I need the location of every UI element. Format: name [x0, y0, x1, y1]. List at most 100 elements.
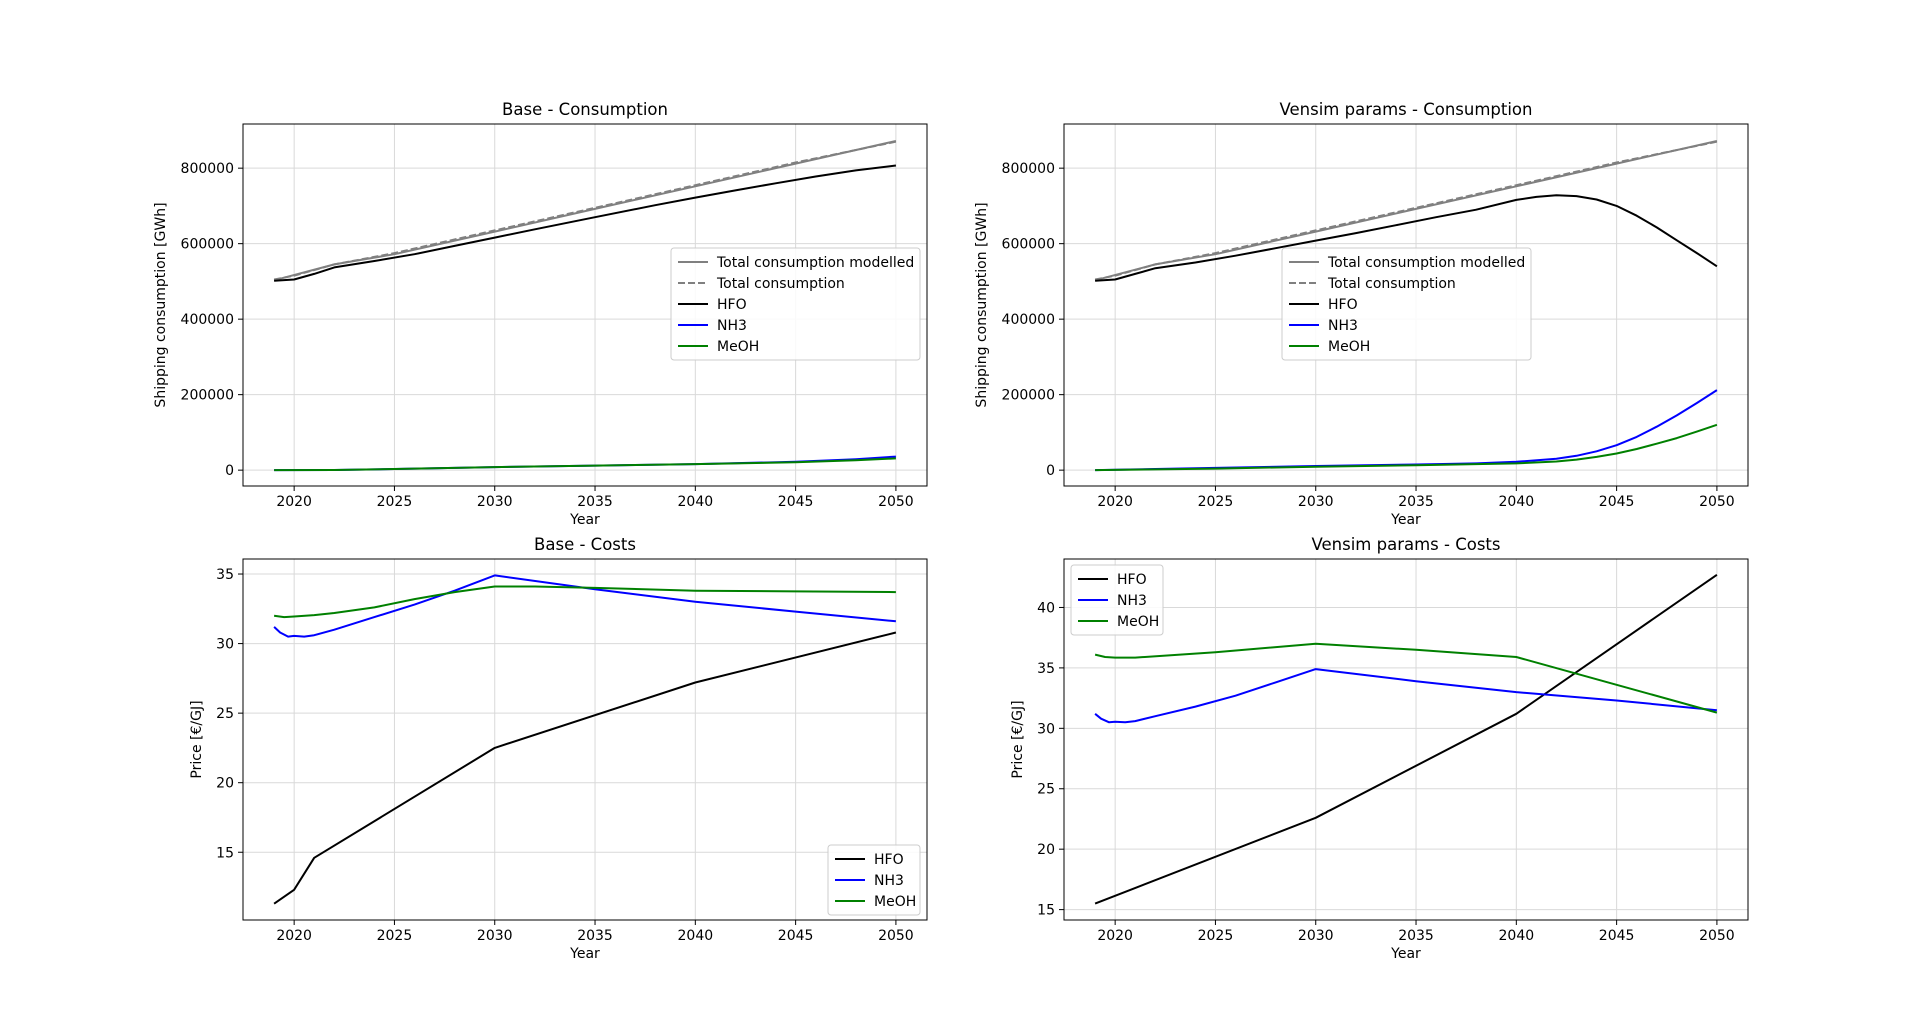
legend-label: Total consumption	[1327, 276, 1456, 292]
y-tick-label: 600000	[1002, 237, 1055, 253]
x-tick-label: 2045	[1599, 494, 1635, 510]
x-tick-label: 2020	[1097, 928, 1133, 944]
x-tick-label: 2050	[1699, 494, 1735, 510]
x-tick-label: 2030	[477, 494, 513, 510]
x-tick-label: 2025	[1198, 494, 1234, 510]
y-tick-label: 20	[1037, 842, 1055, 858]
series-line-hfo	[274, 164, 897, 282]
y-tick-label: 30	[216, 637, 234, 653]
y-tick-label: 40	[1037, 600, 1055, 616]
chart-panel-0: 2020 2025 2030 2035 2040 2045 2050 0 200000 40000…	[153, 100, 928, 528]
x-axis-label: Year	[1390, 946, 1421, 962]
series-group	[273, 140, 897, 472]
axes-frame	[1063, 123, 1749, 487]
x-tick-label: 2035	[1398, 928, 1434, 944]
x-tick-label: 2040	[1499, 494, 1535, 510]
x-axis-label: Year	[569, 946, 600, 962]
x-tick-label: 2045	[778, 928, 814, 944]
series-line-hfo	[1095, 194, 1718, 282]
series-line-nh3	[1095, 389, 1718, 472]
x-tick-label: 2050	[1699, 928, 1735, 944]
series-line-hfo	[273, 631, 897, 905]
y-tick-label: 400000	[181, 312, 234, 328]
legend-box	[827, 844, 921, 916]
y-tick-label: 35	[1037, 661, 1055, 677]
legend-label: NH3	[1328, 318, 1358, 334]
series-line-total-consumption	[1094, 140, 1718, 281]
legend: HFO NH3 MeOH	[827, 844, 921, 916]
y-tick-label: 200000	[181, 388, 234, 404]
x-tick-label: 2045	[1599, 928, 1635, 944]
x-tick-label: 2050	[878, 928, 914, 944]
legend-label: Total consumption modelled	[716, 255, 914, 271]
legend: Total consumption modelled Total consumpt…	[1281, 247, 1532, 361]
legend-label: NH3	[717, 318, 747, 334]
x-tick-label: 2030	[1298, 494, 1334, 510]
x-tick-label: 2050	[878, 494, 914, 510]
y-tick-label: 600000	[181, 237, 234, 253]
legend-label: HFO	[717, 297, 747, 313]
y-tick-label: 800000	[1002, 161, 1055, 177]
legend-label: MeOH	[1328, 339, 1370, 355]
series-line-nh3	[1094, 668, 1717, 724]
legend: HFO NH3 MeOH	[1070, 564, 1164, 636]
series-line-nh3	[273, 574, 896, 638]
y-tick-label: 30	[1037, 721, 1055, 737]
axes-frame	[242, 558, 928, 921]
x-tick-label: 2020	[276, 928, 312, 944]
chart-title: Vensim params - Consumption	[1280, 100, 1533, 119]
chart-panel-1: 2020 2025 2030 2035 2040 2045 2050 0 200000 40000…	[974, 100, 1749, 528]
x-tick-label: 2020	[276, 494, 312, 510]
legend-label: HFO	[1328, 297, 1358, 313]
chart-panel-2: 2020 2025 2030 2035 2040 2045 20501520253035Ba…	[189, 535, 928, 962]
series-line-meoh	[274, 457, 896, 472]
legend: Total consumption modelled Total consumpt…	[670, 247, 921, 361]
x-axis-label: Year	[1390, 512, 1421, 528]
x-tick-label: 2030	[477, 928, 513, 944]
y-axis-label: Price [€/GJ]	[189, 700, 205, 778]
legend-label: MeOH	[717, 339, 759, 355]
series-line-nh3	[274, 455, 896, 472]
chart-panel-3: 2020 2025 2030 2035 2040 2045 2050152025303540…	[1010, 535, 1749, 962]
x-tick-label: 2040	[678, 928, 714, 944]
x-tick-label: 2025	[377, 494, 413, 510]
x-tick-label: 2040	[1499, 928, 1535, 944]
x-tick-label: 2030	[1298, 928, 1334, 944]
x-tick-label: 2045	[778, 494, 814, 510]
y-axis-label: Shipping consumption [GWh]	[974, 202, 990, 407]
x-tick-label: 2035	[577, 928, 613, 944]
legend-label: HFO	[1117, 572, 1147, 588]
y-tick-label: 20	[216, 776, 234, 792]
y-tick-label: 0	[1046, 463, 1055, 479]
legend-label: HFO	[874, 852, 904, 868]
legend-label: NH3	[874, 873, 904, 889]
legend-box	[1281, 247, 1532, 361]
x-tick-label: 2025	[1198, 928, 1234, 944]
x-tick-label: 2035	[1398, 494, 1434, 510]
legend-label: Total consumption modelled	[1327, 255, 1525, 271]
y-axis-label: Price [€/GJ]	[1010, 700, 1026, 778]
legend-label: MeOH	[874, 894, 916, 910]
legend-box	[1070, 564, 1164, 636]
series-line-meoh	[1094, 642, 1718, 714]
axes-frame	[242, 123, 928, 487]
series-line-meoh	[273, 585, 896, 619]
legend-label: NH3	[1117, 593, 1147, 609]
legend-label: MeOH	[1117, 614, 1159, 630]
y-tick-label: 25	[216, 706, 234, 722]
x-tick-label: 2040	[678, 494, 714, 510]
x-tick-label: 2025	[377, 928, 413, 944]
y-tick-label: 0	[225, 463, 234, 479]
y-tick-label: 15	[1037, 903, 1055, 919]
series-line-hfo	[1094, 573, 1718, 905]
y-tick-label: 800000	[181, 161, 234, 177]
x-tick-label: 2020	[1097, 494, 1133, 510]
series-line-total-consumption	[273, 140, 897, 281]
series-group	[1094, 573, 1718, 905]
chart-title: Vensim params - Costs	[1312, 535, 1501, 554]
chart-title: Base - Costs	[534, 535, 636, 554]
axes-frame	[1063, 558, 1749, 921]
y-tick-label: 35	[216, 567, 234, 583]
chart-title: Base - Consumption	[502, 100, 668, 119]
